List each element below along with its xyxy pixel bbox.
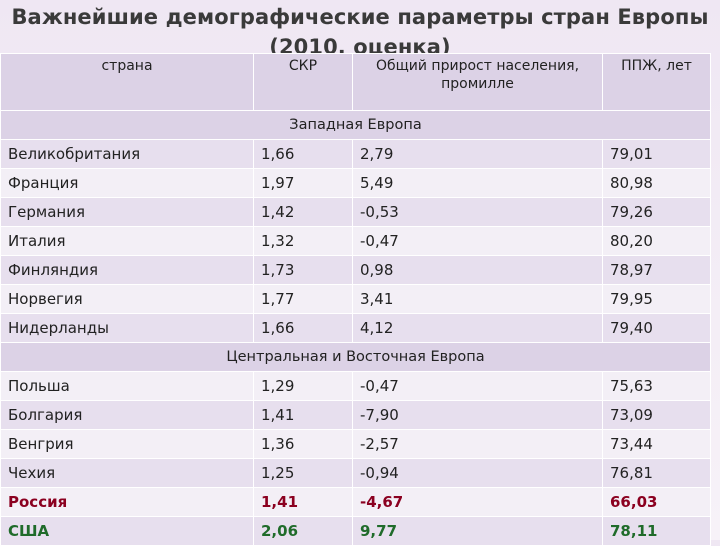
section-title: Центральная и Восточная Европа xyxy=(0,342,711,372)
table-row: Италия 1,32 -0,47 80,20 xyxy=(0,226,711,256)
table-row: Норвегия 1,77 3,41 79,95 xyxy=(0,284,711,314)
skr-cell: 1,29 xyxy=(253,371,353,401)
table-row: Болгария 1,41 -7,90 73,09 xyxy=(0,400,711,430)
country-cell: Великобритания xyxy=(0,139,254,169)
country-cell: Норвегия xyxy=(0,284,254,314)
life-expectancy-cell: 73,09 xyxy=(602,400,711,430)
life-expectancy-cell: 80,20 xyxy=(602,226,711,256)
skr-cell: 1,66 xyxy=(253,139,353,169)
country-cell: Венгрия xyxy=(0,429,254,459)
title-line-1: Важнейшие демографические параметры стра… xyxy=(11,5,709,29)
table-row: Франция 1,97 5,49 80,98 xyxy=(0,168,711,198)
section-title: Западная Европа xyxy=(0,110,711,140)
skr-cell: 1,66 xyxy=(253,313,353,343)
table-row: Чехия 1,25 -0,94 76,81 xyxy=(0,458,711,488)
column-header-country: страна xyxy=(0,53,254,111)
growth-cell: -0,47 xyxy=(352,226,603,256)
growth-cell: -4,67 xyxy=(352,487,603,517)
country-cell: Италия xyxy=(0,226,254,256)
skr-cell: 1,36 xyxy=(253,429,353,459)
page-title: Важнейшие демографические параметры стра… xyxy=(0,2,720,62)
life-expectancy-cell: 79,26 xyxy=(602,197,711,227)
country-cell: Польша xyxy=(0,371,254,401)
country-cell: Франция xyxy=(0,168,254,198)
table-row: США 2,06 9,77 78,11 xyxy=(0,516,711,546)
skr-cell: 1,42 xyxy=(253,197,353,227)
column-header-growth: Общий прирост населения, промилле xyxy=(352,53,603,111)
column-header-life-expectancy: ППЖ, лет xyxy=(602,53,711,111)
column-header-skr: СКР xyxy=(253,53,353,111)
life-expectancy-cell: 79,40 xyxy=(602,313,711,343)
life-expectancy-cell: 73,44 xyxy=(602,429,711,459)
life-expectancy-cell: 66,03 xyxy=(602,487,711,517)
growth-cell: 2,79 xyxy=(352,139,603,169)
country-cell: США xyxy=(0,516,254,546)
country-cell: Финляндия xyxy=(0,255,254,285)
country-cell: Германия xyxy=(0,197,254,227)
country-cell: Нидерланды xyxy=(0,313,254,343)
growth-cell: 0,98 xyxy=(352,255,603,285)
life-expectancy-cell: 76,81 xyxy=(602,458,711,488)
country-cell: Россия xyxy=(0,487,254,517)
growth-cell: -0,47 xyxy=(352,371,603,401)
section-header-row: Центральная и Восточная Европа xyxy=(0,342,711,372)
table-row: Польша 1,29 -0,47 75,63 xyxy=(0,371,711,401)
life-expectancy-cell: 79,01 xyxy=(602,139,711,169)
table-row: Великобритания 1,66 2,79 79,01 xyxy=(0,139,711,169)
country-cell: Чехия xyxy=(0,458,254,488)
skr-cell: 1,77 xyxy=(253,284,353,314)
demographics-table: страна СКР Общий прирост населения, пром… xyxy=(0,53,711,546)
table-row: Россия 1,41 -4,67 66,03 xyxy=(0,487,711,517)
section-header-row: Западная Европа xyxy=(0,110,711,140)
skr-cell: 1,41 xyxy=(253,400,353,430)
growth-cell: -7,90 xyxy=(352,400,603,430)
growth-cell: -0,94 xyxy=(352,458,603,488)
life-expectancy-cell: 80,98 xyxy=(602,168,711,198)
life-expectancy-cell: 78,11 xyxy=(602,516,711,546)
table-row: Германия 1,42 -0,53 79,26 xyxy=(0,197,711,227)
skr-cell: 1,41 xyxy=(253,487,353,517)
growth-cell: 4,12 xyxy=(352,313,603,343)
life-expectancy-cell: 78,97 xyxy=(602,255,711,285)
skr-cell: 1,97 xyxy=(253,168,353,198)
skr-cell: 2,06 xyxy=(253,516,353,546)
country-cell: Болгария xyxy=(0,400,254,430)
growth-cell: 3,41 xyxy=(352,284,603,314)
skr-cell: 1,25 xyxy=(253,458,353,488)
skr-cell: 1,32 xyxy=(253,226,353,256)
table-header-row: страна СКР Общий прирост населения, пром… xyxy=(0,53,711,111)
table-row: Нидерланды 1,66 4,12 79,40 xyxy=(0,313,711,343)
life-expectancy-cell: 79,95 xyxy=(602,284,711,314)
skr-cell: 1,73 xyxy=(253,255,353,285)
growth-cell: -2,57 xyxy=(352,429,603,459)
table-row: Финляндия 1,73 0,98 78,97 xyxy=(0,255,711,285)
growth-cell: 5,49 xyxy=(352,168,603,198)
life-expectancy-cell: 75,63 xyxy=(602,371,711,401)
table-row: Венгрия 1,36 -2,57 73,44 xyxy=(0,429,711,459)
growth-cell: 9,77 xyxy=(352,516,603,546)
growth-cell: -0,53 xyxy=(352,197,603,227)
